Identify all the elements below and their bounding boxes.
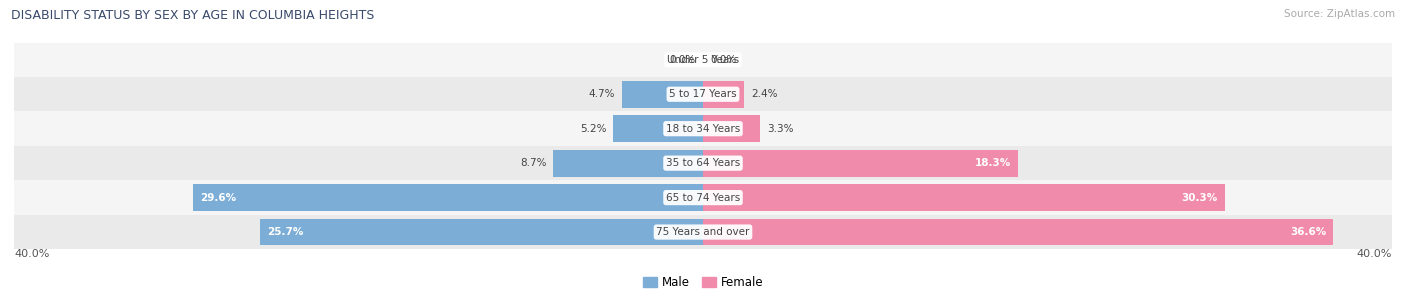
Bar [14, 112, 1392, 146]
Bar [703, 184, 1225, 211]
Text: Source: ZipAtlas.com: Source: ZipAtlas.com [1284, 9, 1395, 19]
Bar [703, 219, 1333, 246]
Text: 65 to 74 Years: 65 to 74 Years [666, 193, 740, 202]
Bar [14, 180, 1392, 215]
Text: DISABILITY STATUS BY SEX BY AGE IN COLUMBIA HEIGHTS: DISABILITY STATUS BY SEX BY AGE IN COLUM… [11, 9, 374, 22]
Legend: Male, Female: Male, Female [643, 276, 763, 289]
Text: 18 to 34 Years: 18 to 34 Years [666, 124, 740, 134]
Text: 3.3%: 3.3% [766, 124, 793, 134]
Text: 40.0%: 40.0% [14, 249, 49, 259]
Text: 40.0%: 40.0% [1357, 249, 1392, 259]
Text: Under 5 Years: Under 5 Years [666, 55, 740, 65]
Text: 0.0%: 0.0% [710, 55, 737, 65]
Text: 5 to 17 Years: 5 to 17 Years [669, 89, 737, 99]
Text: 2.4%: 2.4% [751, 89, 778, 99]
Bar [703, 115, 759, 142]
Bar [14, 215, 1392, 249]
Text: 4.7%: 4.7% [589, 89, 616, 99]
Bar [703, 150, 1018, 177]
Bar [260, 219, 703, 246]
Text: 8.7%: 8.7% [520, 158, 547, 168]
Text: 30.3%: 30.3% [1181, 193, 1218, 202]
Bar [14, 77, 1392, 112]
Text: 35 to 64 Years: 35 to 64 Years [666, 158, 740, 168]
Text: 36.6%: 36.6% [1291, 227, 1326, 237]
Text: 75 Years and over: 75 Years and over [657, 227, 749, 237]
Bar [14, 146, 1392, 180]
Text: 18.3%: 18.3% [974, 158, 1011, 168]
Bar [613, 115, 703, 142]
Bar [703, 81, 744, 108]
Bar [193, 184, 703, 211]
Text: 5.2%: 5.2% [581, 124, 606, 134]
Text: 0.0%: 0.0% [669, 55, 696, 65]
Bar [621, 81, 703, 108]
Text: 25.7%: 25.7% [267, 227, 304, 237]
Text: 29.6%: 29.6% [200, 193, 236, 202]
Bar [553, 150, 703, 177]
Bar [14, 43, 1392, 77]
